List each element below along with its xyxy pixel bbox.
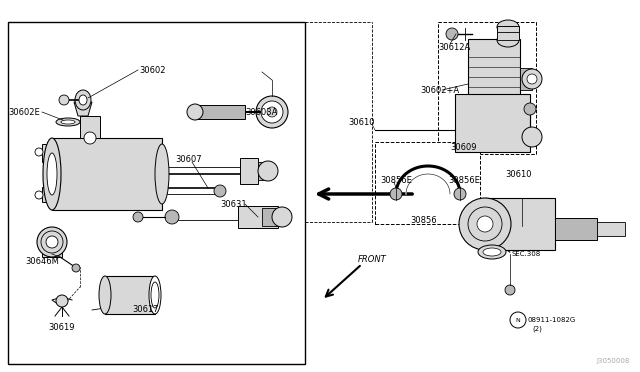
Circle shape [522,127,542,147]
Text: 30609: 30609 [450,142,477,151]
Polygon shape [42,144,52,162]
Bar [520,68,532,90]
Circle shape [510,312,526,328]
Text: 30607: 30607 [175,154,202,164]
Bar [238,206,278,228]
Bar [240,158,258,184]
Ellipse shape [149,276,161,314]
Bar [555,218,597,240]
Bar [497,32,519,40]
Circle shape [524,103,536,115]
Bar [468,39,520,97]
Ellipse shape [56,118,80,126]
Ellipse shape [261,101,283,123]
Circle shape [527,74,537,84]
Text: 30856E: 30856E [448,176,480,185]
Text: FRONT: FRONT [358,256,387,264]
Text: 30610: 30610 [348,118,374,126]
Ellipse shape [61,120,75,124]
Circle shape [165,210,179,224]
Circle shape [477,216,493,232]
Ellipse shape [47,153,57,195]
Circle shape [72,264,80,272]
Text: 30856E: 30856E [380,176,412,185]
Text: 30612A: 30612A [438,42,470,51]
Bar [80,116,100,138]
Ellipse shape [41,231,63,253]
Ellipse shape [256,96,288,128]
Text: 30603A: 30603A [245,108,277,116]
Polygon shape [42,187,52,202]
Bar [497,26,519,40]
Bar [258,162,268,180]
Bar [195,105,245,119]
Bar [262,208,282,226]
Circle shape [459,198,511,250]
Text: J3050008: J3050008 [596,358,630,364]
Text: 30856: 30856 [410,215,436,224]
Circle shape [59,95,69,105]
Ellipse shape [37,227,67,257]
Circle shape [214,185,226,197]
Bar [438,22,536,154]
Ellipse shape [75,90,91,110]
Text: 30610: 30610 [505,170,531,179]
Bar [52,138,162,210]
Ellipse shape [155,144,169,204]
Text: 30602: 30602 [139,65,166,74]
Circle shape [35,191,43,199]
Bar [597,222,625,236]
Bar [42,237,62,257]
Polygon shape [74,102,92,116]
Ellipse shape [43,138,61,210]
Ellipse shape [99,276,111,314]
Circle shape [272,207,292,227]
Text: 30602+A: 30602+A [420,86,459,94]
Text: N: N [516,317,520,323]
Ellipse shape [497,33,519,47]
Circle shape [35,148,43,156]
Circle shape [505,285,515,295]
Text: (2): (2) [532,326,542,332]
Circle shape [56,295,68,307]
Text: 30646M: 30646M [25,257,59,266]
Circle shape [133,212,143,222]
Circle shape [468,207,502,241]
Circle shape [187,104,203,120]
Text: 30619: 30619 [48,323,74,331]
Text: 30631: 30631 [220,199,246,208]
Text: 30602E: 30602E [8,108,40,116]
Ellipse shape [79,95,87,105]
Ellipse shape [483,248,501,256]
Circle shape [84,132,96,144]
Circle shape [454,188,466,200]
Ellipse shape [497,20,519,34]
Text: SEC.308: SEC.308 [512,251,541,257]
Ellipse shape [478,245,506,259]
Bar [8,22,305,364]
Bar [375,142,480,224]
Text: 08911-1082G: 08911-1082G [528,317,576,323]
Ellipse shape [151,282,159,308]
Bar [105,276,155,314]
Ellipse shape [267,107,277,117]
Circle shape [522,69,542,89]
Bar [455,94,530,152]
Circle shape [258,161,278,181]
Circle shape [390,188,402,200]
Circle shape [446,28,458,40]
Ellipse shape [46,236,58,248]
Text: 30617: 30617 [132,305,159,314]
Bar [485,198,555,250]
